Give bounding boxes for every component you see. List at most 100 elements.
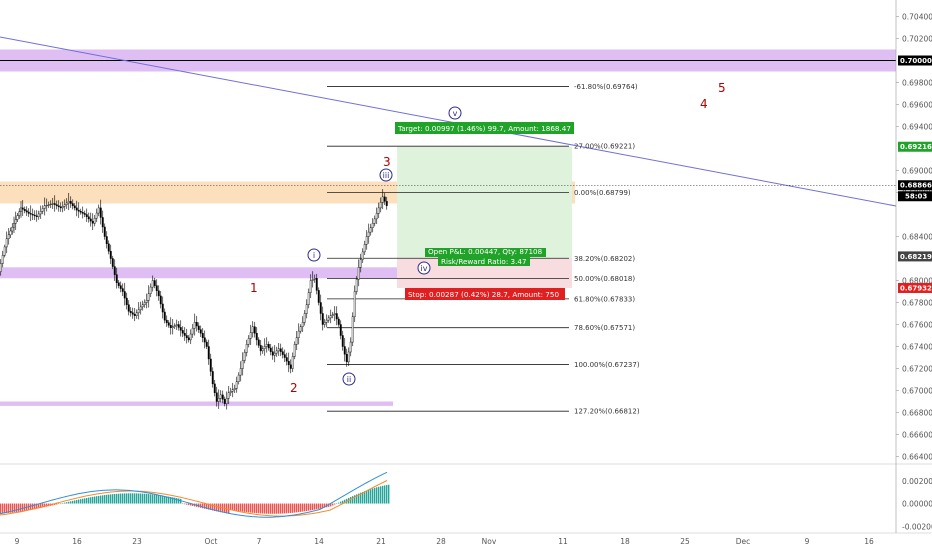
candle xyxy=(23,206,26,214)
macd-histogram-bar xyxy=(324,503,326,508)
candle xyxy=(61,201,64,213)
candle xyxy=(18,208,21,219)
macd-histogram-bar xyxy=(210,503,212,511)
candle xyxy=(251,321,254,338)
candle xyxy=(229,387,232,396)
price-tick-4: 0.69400 xyxy=(902,123,932,132)
macd-histogram-bar xyxy=(312,503,314,511)
candle xyxy=(349,337,352,357)
price-tag-3: 0.68219 xyxy=(900,253,932,261)
macd-tick-2: -0.00200 xyxy=(902,522,932,531)
wave-2-label: 2 xyxy=(290,381,298,395)
candle xyxy=(115,267,118,289)
macd-histogram-bar xyxy=(214,503,216,511)
macd-histogram-bar xyxy=(306,503,308,512)
candle xyxy=(51,197,54,209)
candle xyxy=(3,244,6,258)
wave-i-circle xyxy=(307,248,321,262)
macd-histogram-bar xyxy=(38,503,40,509)
candle xyxy=(31,208,34,220)
candle xyxy=(133,307,136,322)
price-tag-0: 0.70000 xyxy=(900,57,932,65)
candle xyxy=(129,307,132,317)
candle xyxy=(127,300,130,316)
macd-histogram-bar xyxy=(328,503,330,507)
macd-histogram-bar xyxy=(134,493,136,504)
macd-histogram-bar xyxy=(120,493,122,504)
macd-histogram-bar xyxy=(372,488,374,504)
candle xyxy=(273,345,276,363)
macd-histogram-bar xyxy=(62,503,64,504)
macd-histogram-bar xyxy=(350,496,352,504)
candle xyxy=(345,348,348,367)
macd-histogram-bar xyxy=(320,503,322,509)
price-tick-2: 0.69800 xyxy=(902,79,932,88)
macd-histogram-bar xyxy=(58,503,60,505)
macd-histogram-bar xyxy=(22,503,24,512)
macd-histogram-bar xyxy=(142,493,144,504)
time-tick-6: 21 xyxy=(376,537,386,546)
macd-histogram-bar xyxy=(168,496,170,504)
macd-histogram-bar xyxy=(128,493,130,504)
fibonacci-levels[interactable]: -61.80%(0.69764) 27.00%(0.69221) 0.00%(0.6… xyxy=(327,83,640,416)
macd-histogram-bar xyxy=(64,502,66,504)
price-tag-box-3 xyxy=(898,251,932,262)
candle xyxy=(233,384,236,394)
macd-pane[interactable]: 0.00200 0.00000 -0.00200 xyxy=(0,463,932,531)
macd-histogram-bar xyxy=(380,486,382,504)
candle xyxy=(59,202,62,212)
price-tick-12: 0.67200 xyxy=(902,365,932,374)
macd-histogram-bar xyxy=(188,503,190,506)
candle xyxy=(9,227,12,239)
macd-histogram-bar xyxy=(92,496,94,504)
time-axis[interactable]: 9 16 23 Oct 7 14 21 28 Nov 11 18 25 Dec 9 16 xyxy=(0,532,932,546)
candle xyxy=(169,317,172,335)
macd-histogram-bar xyxy=(250,503,252,513)
candle xyxy=(103,223,106,240)
price-tick-16: 0.66400 xyxy=(902,453,932,462)
macd-histogram-bar xyxy=(304,503,306,512)
macd-histogram-bar xyxy=(228,503,230,514)
candle xyxy=(47,201,50,209)
macd-histogram-bar xyxy=(382,485,384,504)
fib-label-5: 61.80%(0.67833) xyxy=(574,295,635,303)
fib-label-0: -61.80%(0.69764) xyxy=(574,83,638,91)
candle xyxy=(341,330,344,351)
price-axis[interactable]: 0.70400 0.70200 0.69800 0.69600 0.69400 0.690… xyxy=(895,0,932,533)
candle xyxy=(55,200,58,210)
candle xyxy=(303,310,306,326)
macd-histogram-bar xyxy=(172,497,174,504)
macd-histogram-bar xyxy=(24,503,26,511)
candle xyxy=(185,328,188,344)
macd-histogram-bar xyxy=(238,503,240,511)
wave-iii-circle xyxy=(379,168,393,182)
macd-histogram-bar xyxy=(18,503,20,512)
macd-histogram-bar xyxy=(110,494,112,504)
rr-box xyxy=(438,256,530,266)
time-tick-8: Nov xyxy=(482,537,497,546)
candle xyxy=(339,320,342,340)
macd-histogram-bar xyxy=(100,495,102,504)
macd-histogram-bar xyxy=(94,496,96,504)
time-tick-7: 28 xyxy=(436,537,446,546)
candle xyxy=(93,214,96,227)
candle xyxy=(187,335,190,343)
macd-histogram-bar xyxy=(334,503,336,505)
macd-histogram-bar xyxy=(106,494,108,504)
macd-histogram-bar xyxy=(34,503,36,510)
macd-histogram-bar xyxy=(310,503,312,511)
macd-histogram-bar xyxy=(288,503,290,514)
risk-reward-label: Risk/Reward Ratio: 3.47 xyxy=(441,257,527,266)
macd-histogram-bar xyxy=(316,503,318,510)
macd-histogram-bar xyxy=(300,503,302,512)
candle xyxy=(207,339,210,365)
candle xyxy=(195,315,198,332)
candle xyxy=(213,379,216,397)
descending-trendline[interactable] xyxy=(0,36,897,207)
wave-ii-label: ii xyxy=(347,375,351,384)
candle xyxy=(159,290,162,309)
candle xyxy=(16,212,19,223)
candle xyxy=(97,204,100,217)
candle xyxy=(85,208,88,222)
